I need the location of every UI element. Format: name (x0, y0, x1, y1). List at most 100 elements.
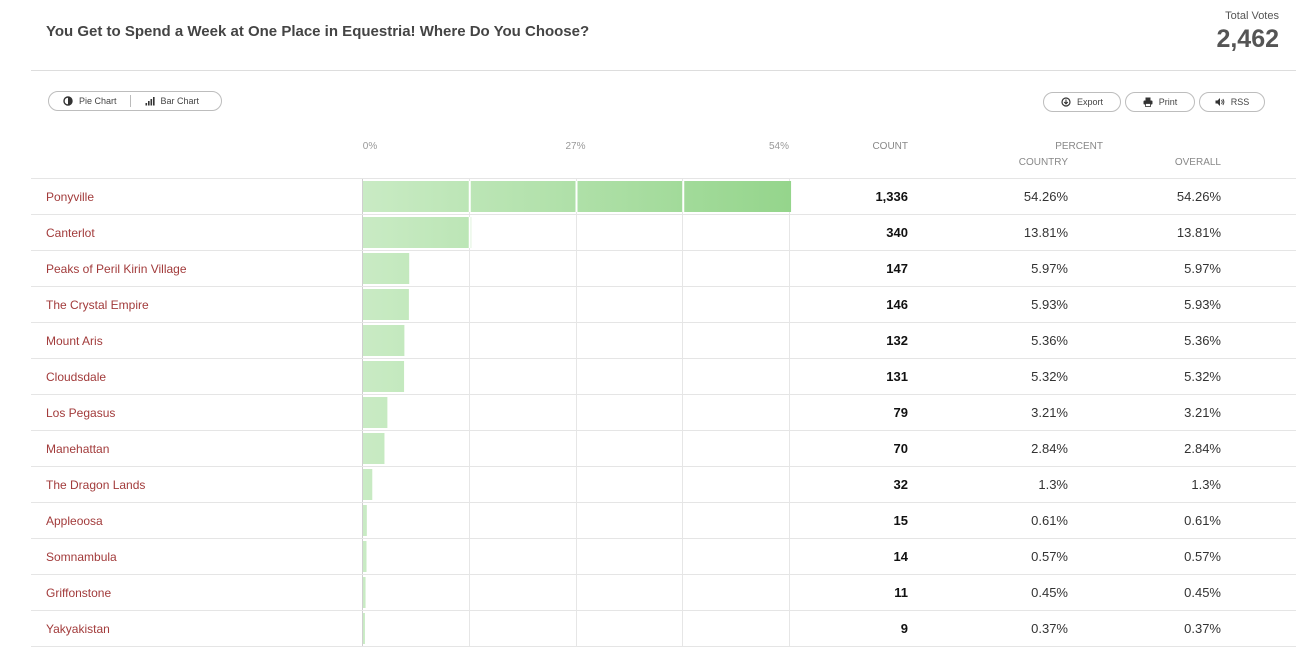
row-divider (31, 358, 1296, 359)
export-button[interactable]: Export (1043, 92, 1121, 112)
row-label[interactable]: Ponyville (46, 190, 95, 204)
speaker-icon (1215, 98, 1225, 106)
country-column-header: COUNTRY (1018, 157, 1068, 168)
row-count: 70 (893, 441, 908, 456)
row-percent-country: 0.37% (1031, 621, 1068, 636)
row-label[interactable]: Peaks of Peril Kirin Village (46, 262, 187, 276)
row-divider (31, 538, 1296, 539)
row-label[interactable]: Yakyakistan (46, 622, 110, 636)
row-count: 147 (886, 261, 908, 276)
export-icon (1061, 97, 1071, 107)
bar (363, 217, 472, 248)
rss-label: RSS (1230, 97, 1250, 107)
row-divider (31, 646, 1296, 647)
row-percent-country: 0.57% (1031, 549, 1068, 564)
row-count: 9 (900, 621, 908, 636)
row-label[interactable]: The Dragon Lands (46, 478, 146, 492)
pie-chart-icon (63, 96, 73, 106)
row-label[interactable]: Somnambula (46, 550, 117, 564)
row-label[interactable]: Cloudsdale (46, 370, 107, 384)
row-label[interactable]: Canterlot (46, 226, 95, 240)
row-label[interactable]: Manehattan (46, 442, 110, 456)
row-count: 79 (893, 405, 908, 420)
row-percent-country: 1.3% (1038, 477, 1068, 492)
overall-column-header: OVERALL (1174, 157, 1221, 168)
row-percent-overall: 5.32% (1184, 369, 1221, 384)
bar (363, 613, 365, 644)
row-percent-country: 5.32% (1031, 369, 1068, 384)
row-count: 11 (894, 585, 908, 600)
bar (363, 541, 367, 572)
row-percent-overall: 5.36% (1184, 333, 1221, 348)
row-divider (31, 322, 1296, 323)
row-percent-country: 5.36% (1031, 333, 1068, 348)
total-votes-value: 2,462 (1216, 25, 1279, 53)
row-percent-overall: 13.81% (1176, 225, 1221, 240)
bar-chart-button[interactable]: Bar Chart (131, 92, 206, 110)
row-count: 32 (893, 477, 908, 492)
row-percent-country: 2.84% (1031, 441, 1068, 456)
bar-chart-icon (145, 97, 155, 106)
bar-segment-gap (682, 181, 685, 212)
print-label: Print (1158, 97, 1178, 107)
row-divider (31, 502, 1296, 503)
row-label[interactable]: Griffonstone (46, 586, 112, 600)
percent-column-header: PERCENT (1055, 141, 1103, 152)
toggle-separator (129, 95, 131, 107)
row-percent-overall: 2.84% (1184, 441, 1221, 456)
row-percent-overall: 5.97% (1184, 261, 1221, 276)
pie-chart-label: Pie Chart (79, 96, 117, 106)
bar (363, 253, 410, 284)
row-label[interactable]: The Crystal Empire (46, 298, 149, 312)
row-percent-country: 5.97% (1031, 261, 1068, 276)
row-count: 14 (893, 549, 908, 564)
header-divider (31, 70, 1296, 71)
chart-bars (363, 181, 792, 644)
bar (363, 325, 405, 356)
row-divider (31, 214, 1296, 215)
row-label[interactable]: Los Pegasus (46, 406, 116, 420)
row-percent-country: 0.61% (1031, 513, 1068, 528)
row-percent-country: 3.21% (1031, 405, 1068, 420)
row-percent-country: 13.81% (1023, 225, 1068, 240)
row-percent-country: 54.26% (1023, 189, 1068, 204)
chart-type-toggle: Pie Chart Bar Chart (48, 91, 222, 111)
row-count: 340 (886, 225, 908, 240)
row-percent-overall: 5.93% (1184, 297, 1221, 312)
bar (363, 361, 405, 392)
row-percent-country: 0.45% (1031, 585, 1068, 600)
row-percent-overall: 0.37% (1184, 621, 1221, 636)
x-tick-label: 54% (768, 141, 790, 152)
row-divider (31, 574, 1296, 575)
printer-icon (1143, 97, 1153, 107)
total-votes-label: Total Votes (1225, 10, 1279, 22)
bar (363, 433, 385, 464)
row-divider (31, 430, 1296, 431)
poll-title: You Get to Spend a Week at One Place in … (46, 23, 590, 40)
rss-button[interactable]: RSS (1199, 92, 1265, 112)
row-divider (31, 178, 1296, 179)
bar (363, 397, 388, 428)
row-percent-overall: 0.61% (1184, 513, 1221, 528)
row-percent-country: 5.93% (1031, 297, 1068, 312)
bar-segment-gap (468, 217, 471, 248)
bar-segment-gap (468, 181, 471, 212)
row-count: 15 (893, 513, 908, 528)
row-count: 1,336 (875, 189, 908, 204)
print-button[interactable]: Print (1125, 92, 1195, 112)
row-label[interactable]: Mount Aris (46, 334, 103, 348)
row-label[interactable]: Appleoosa (46, 514, 103, 528)
row-divider (31, 466, 1296, 467)
row-count: 132 (886, 333, 908, 348)
row-count: 131 (886, 369, 908, 384)
bar (363, 505, 367, 536)
pie-chart-button[interactable]: Pie Chart (49, 92, 130, 110)
x-tick-label: 27% (565, 141, 586, 152)
row-percent-overall: 0.57% (1184, 549, 1221, 564)
row-percent-overall: 3.21% (1184, 405, 1221, 420)
row-divider (31, 394, 1296, 395)
bar (363, 469, 373, 500)
count-column-header: COUNT (872, 141, 908, 152)
bar-segment-gap (575, 181, 578, 212)
